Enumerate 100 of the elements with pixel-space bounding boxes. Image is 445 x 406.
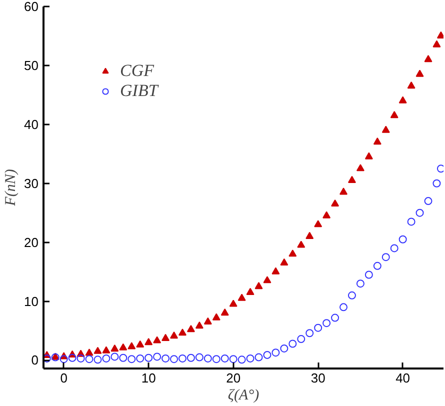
point — [44, 354, 51, 362]
point — [382, 126, 390, 133]
point — [340, 303, 348, 312]
y-tick-label: 30 — [24, 176, 39, 191]
point — [288, 340, 297, 348]
point — [153, 352, 162, 361]
point — [398, 96, 407, 104]
point — [416, 208, 424, 217]
point — [297, 240, 306, 248]
point — [195, 353, 204, 362]
point — [195, 322, 204, 329]
point — [246, 354, 254, 362]
point — [204, 354, 212, 362]
point — [306, 329, 314, 338]
point — [272, 348, 280, 357]
point — [229, 355, 238, 364]
point — [136, 354, 144, 362]
y-tick-label: 40 — [24, 116, 39, 132]
point — [102, 354, 110, 362]
point — [364, 152, 373, 160]
point — [204, 317, 212, 324]
point — [238, 356, 246, 364]
point — [263, 276, 272, 284]
point — [85, 355, 94, 364]
point — [229, 300, 238, 307]
point — [373, 262, 382, 270]
point — [314, 324, 322, 332]
y-axis-title: F(nN) — [3, 169, 20, 207]
point — [110, 344, 119, 352]
point — [407, 218, 416, 226]
point — [364, 270, 373, 279]
point — [272, 267, 280, 274]
point — [153, 336, 162, 344]
point — [331, 199, 340, 207]
y-tick-label: 20 — [24, 234, 39, 250]
point — [297, 335, 306, 344]
point — [246, 288, 254, 295]
point — [348, 176, 356, 183]
point — [280, 258, 288, 266]
point — [416, 70, 424, 77]
y-tick-label: 50 — [24, 58, 39, 73]
point — [212, 313, 220, 320]
point — [238, 294, 246, 301]
point — [432, 40, 441, 48]
point — [60, 355, 68, 364]
x-tick-label: 30 — [310, 370, 326, 386]
point — [331, 314, 340, 322]
point — [432, 179, 441, 188]
point — [68, 354, 76, 362]
point — [436, 31, 444, 38]
point — [170, 332, 178, 339]
point — [322, 319, 331, 328]
point — [220, 308, 229, 316]
point — [254, 282, 263, 290]
point — [254, 353, 263, 362]
point — [280, 344, 288, 352]
point — [178, 328, 186, 336]
point — [382, 253, 390, 262]
point — [85, 348, 94, 356]
point — [102, 346, 110, 354]
point — [436, 164, 444, 173]
point — [162, 334, 170, 341]
point — [170, 355, 178, 364]
legend-label: CGF — [120, 61, 154, 81]
legend-label: GIBT — [120, 81, 158, 101]
point — [162, 354, 170, 362]
point — [407, 82, 416, 89]
point — [356, 280, 364, 288]
y-tick-label: 60 — [24, 0, 39, 14]
point — [263, 350, 272, 359]
y-tick-label: 0 — [31, 352, 39, 368]
x-tick-label: 0 — [60, 370, 68, 386]
point — [76, 354, 85, 362]
point — [128, 355, 136, 364]
point — [128, 342, 136, 350]
x-axis-title: ζ(A°) — [228, 388, 260, 404]
point — [144, 354, 153, 362]
point — [186, 354, 195, 362]
point — [356, 164, 364, 172]
point — [322, 211, 331, 218]
point — [212, 355, 220, 364]
x-tick-label: 20 — [226, 370, 241, 386]
x-tick-label: 10 — [141, 370, 156, 386]
point — [110, 352, 119, 361]
point — [348, 291, 356, 300]
point — [144, 338, 153, 346]
point — [186, 325, 195, 332]
point — [424, 55, 432, 62]
y-tick-label: 10 — [24, 294, 39, 309]
point — [390, 244, 398, 252]
point — [119, 343, 128, 350]
point — [220, 354, 229, 362]
point — [136, 340, 144, 348]
point — [424, 197, 432, 206]
point — [119, 354, 128, 362]
point — [390, 111, 398, 118]
point — [373, 138, 382, 145]
point — [340, 188, 348, 195]
x-tick-label: 40 — [396, 370, 410, 386]
point — [94, 356, 102, 364]
